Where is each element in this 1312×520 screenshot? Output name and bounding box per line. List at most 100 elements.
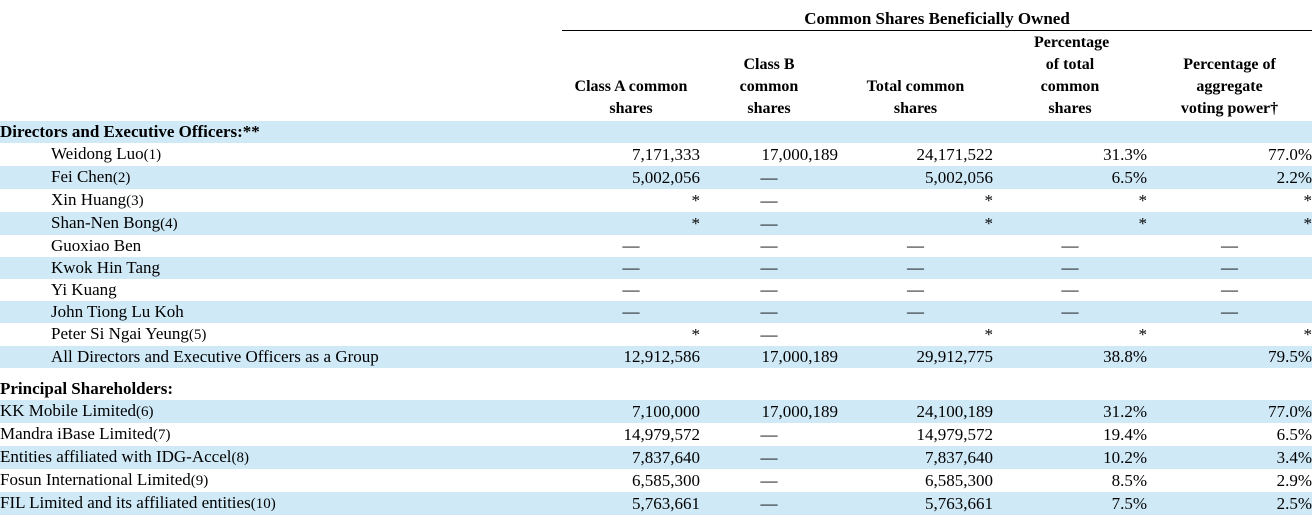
cell-value: — [760, 280, 778, 299]
footnote-ref: (10) [250, 496, 276, 512]
cell-value: 77.0% [1147, 400, 1312, 423]
cell-value: — [700, 301, 838, 323]
column-header-line: common [739, 78, 799, 95]
footnote-ref: (4) [160, 216, 178, 232]
holder-name: Peter Si Ngai Yeung [51, 324, 189, 343]
cell-value: — [760, 236, 778, 255]
cell-value: — [838, 301, 993, 323]
column-header-line: aggregate [1196, 78, 1263, 95]
table-row: Xin Huang(3) * — * * * [0, 189, 1312, 212]
table-row: Guoxiao Ben — — — — — [0, 235, 1312, 257]
column-header-box: Class B common shares [700, 32, 838, 122]
column-header: Class A common shares [563, 76, 699, 122]
cell-value: * [691, 324, 701, 344]
holder-name: Xin Huang [51, 190, 127, 209]
cell-value: 77.0% [1268, 144, 1312, 164]
column-header-line: Class B [743, 56, 795, 73]
column-header-line: shares [893, 100, 938, 117]
cell-value: — [1147, 301, 1312, 323]
footnote-ref: (6) [135, 404, 154, 420]
cell-value: * [1138, 190, 1148, 210]
row-label: All Directors and Executive Officers as … [0, 346, 562, 368]
footnote-ref: (8) [231, 450, 249, 466]
column-header-line: common [1040, 78, 1100, 95]
column-header-line: of total [1045, 56, 1095, 73]
cell-value: 7,837,640 [562, 446, 700, 469]
cell-value: 7,171,333 [632, 144, 700, 164]
section-title: Directors and Executive Officers:** [0, 121, 1312, 143]
footnote-ref: (3) [126, 193, 144, 209]
cell-value: 7.5% [993, 492, 1147, 515]
cell-value: — [562, 301, 700, 323]
cell-value: — [760, 470, 778, 490]
holder-name: All Directors and Executive Officers as … [51, 347, 379, 366]
cell-value: — [700, 166, 838, 189]
holder-name: Shan-Nen Bong [51, 213, 161, 232]
column-header: Total common shares [855, 76, 976, 122]
cell-value: 5,002,056 [838, 166, 993, 189]
row-label: Entities affiliated with IDG-Accel(8) [0, 446, 562, 469]
holder-name: Weidong Luo [51, 144, 144, 163]
column-header: Percentage of total common shares [1034, 32, 1110, 122]
cell-value: 6,585,300 [632, 470, 700, 490]
cell-value: 6.5% [993, 166, 1147, 189]
cell-value: 19.4% [1103, 424, 1147, 444]
footnote-ref: (7) [152, 427, 171, 443]
cell-value: * [984, 190, 994, 210]
row-label: Kwok Hin Tang [0, 257, 562, 279]
cell-value: 5,763,661 [838, 492, 993, 515]
row-label: Peter Si Ngai Yeung(5) [0, 323, 562, 346]
cell-value: * [838, 212, 993, 235]
cell-value: 10.2% [993, 446, 1147, 469]
holder-name: KK Mobile Limited [0, 401, 136, 420]
ownership-table: Directors and Executive Officers:** Weido… [0, 121, 1312, 515]
cell-value: — [1221, 280, 1239, 299]
section-title: Principal Shareholders: [0, 379, 173, 398]
table-row: FIL Limited and its affiliated entities(… [0, 492, 1312, 515]
column-header-box: Total common shares [838, 32, 993, 122]
footnote-ref: (9) [190, 473, 209, 489]
cell-value: 3.4% [1147, 446, 1312, 469]
cell-value: — [622, 236, 640, 255]
row-label: Guoxiao Ben [0, 235, 562, 257]
cell-value: 2.5% [1147, 492, 1312, 515]
column-header-line: Percentage [1034, 34, 1110, 51]
cell-value: — [700, 446, 838, 469]
cell-value: — [700, 257, 838, 279]
cell-value: * [984, 324, 994, 344]
cell-value: 31.2% [993, 400, 1147, 423]
column-header-line: Class A common [574, 78, 688, 95]
cell-value: — [760, 424, 778, 444]
column-header-line: Total common [866, 78, 965, 95]
row-label: Yi Kuang [0, 279, 562, 301]
column-header: Class B common shares [733, 54, 805, 122]
table-row: Kwok Hin Tang — — — — — [0, 257, 1312, 279]
cell-value: * [1303, 324, 1312, 344]
cell-value: 38.8% [993, 346, 1147, 368]
cell-value: — [907, 236, 924, 255]
column-header-line: voting power† [1180, 100, 1279, 117]
cell-value: 24,100,189 [838, 400, 993, 423]
row-label: Xin Huang(3) [0, 189, 562, 212]
table-row: All Directors and Executive Officers as … [0, 346, 1312, 368]
cell-value: * [562, 212, 700, 235]
footnote-ref: (2) [112, 170, 131, 186]
holder-name: John Tiong Lu Koh [51, 302, 184, 321]
cell-value: 17,000,189 [700, 400, 838, 423]
cell-value: 8.5% [1111, 470, 1147, 490]
footnote-ref: (5) [188, 327, 207, 343]
table-row: Weidong Luo(1) 7,171,333 17,000,189 24,171,… [0, 143, 1312, 166]
table-row: Fei Chen(2) 5,002,056—5,002,056 6.5% 2.2% [0, 166, 1312, 189]
cell-value: 5,002,056 [562, 166, 700, 189]
cell-value: — [1147, 257, 1312, 279]
cell-value: — [700, 212, 838, 235]
cell-value: 79.5% [1147, 346, 1312, 368]
holder-name: Mandra iBase Limited [0, 424, 153, 443]
holder-name: Guoxiao Ben [51, 236, 142, 255]
holder-name: Fei Chen [51, 167, 113, 186]
table-row: Mandra iBase Limited(7) 14,979,572 — 14,979… [0, 423, 1312, 446]
cell-value: 31.3% [1103, 144, 1147, 164]
row-label: Weidong Luo(1) [0, 143, 562, 166]
holder-name: Yi Kuang [51, 280, 117, 299]
